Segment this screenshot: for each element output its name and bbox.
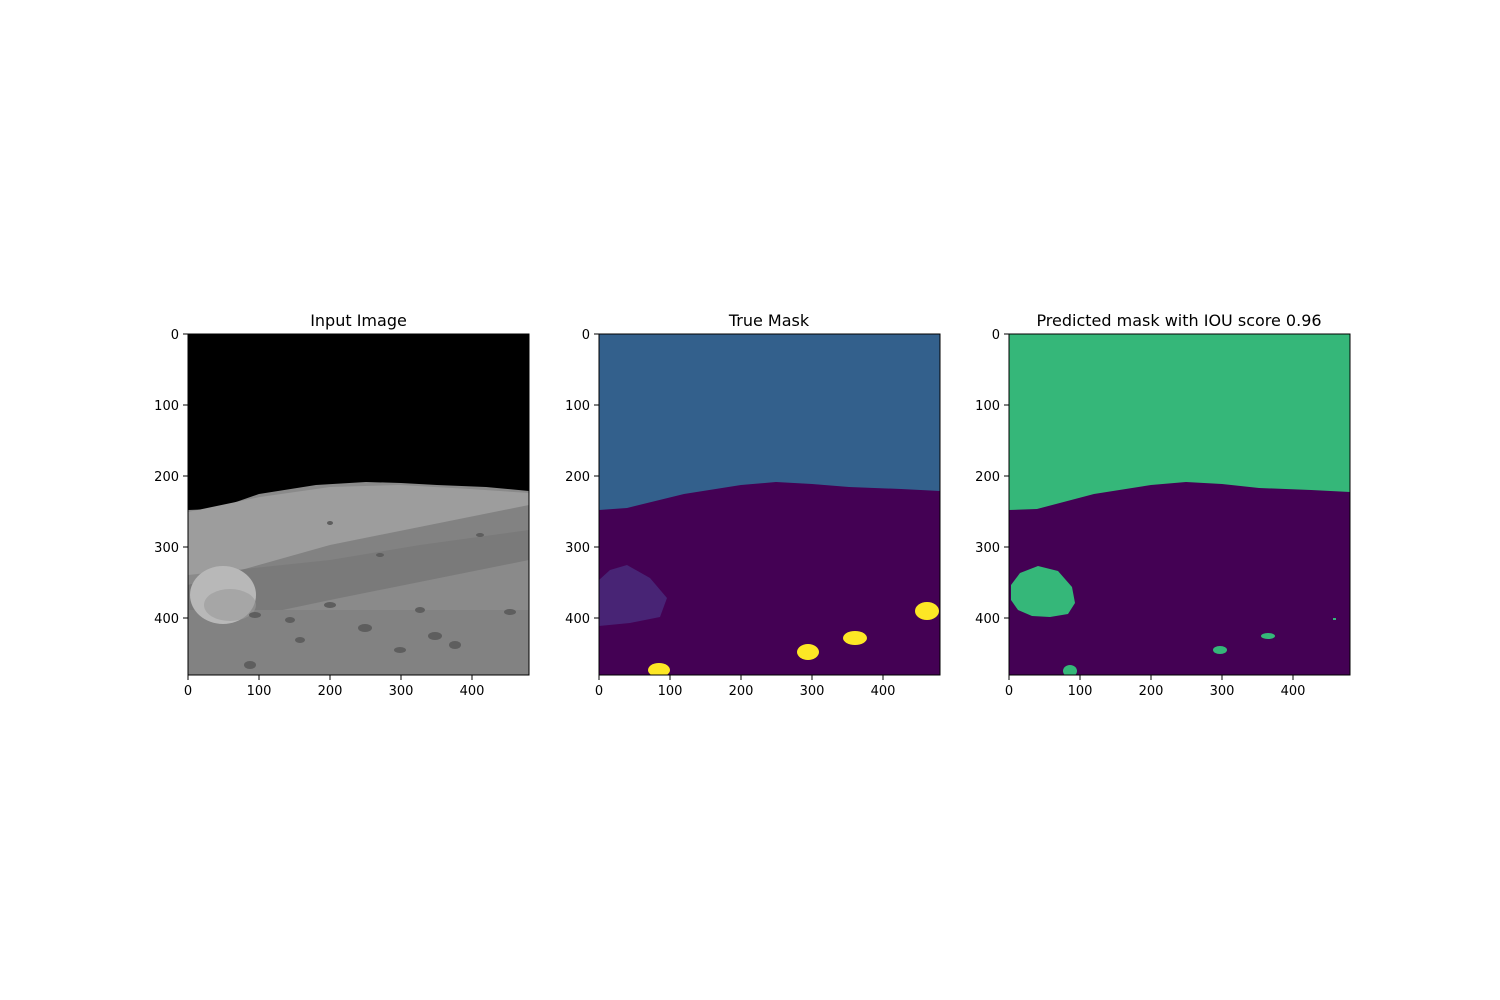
y-tick-label: 100 [154,399,179,414]
x-tick-label: 400 [1281,684,1306,699]
sky-region [599,334,940,510]
panel-predicted-mask: Predicted mask with IOU score 0.96 0 100… [975,311,1351,699]
small-rock-region [915,602,939,620]
predicted-rock-region [1333,618,1336,620]
x-tick-label: 200 [1139,684,1164,699]
sky-region [1009,334,1350,510]
y-axis-ticks: 0 100 200 300 400 [154,328,188,627]
x-tick-label: 300 [389,684,414,699]
y-tick-label: 400 [975,612,1000,627]
y-tick-label: 0 [171,328,179,343]
small-rock-region [648,663,670,675]
x-tick-label: 100 [658,684,683,699]
x-tick-label: 400 [871,684,896,699]
y-tick-label: 200 [565,470,590,485]
x-tick-label: 300 [1210,684,1235,699]
x-tick-label: 300 [800,684,825,699]
axes-frame [187,333,530,676]
y-tick-label: 300 [154,541,179,556]
predicted-rock-region [1063,665,1077,675]
panel-title: Input Image [310,311,407,330]
pebbles [244,521,516,669]
x-tick-label: 100 [247,684,272,699]
predicted-mask-image [1009,334,1350,675]
axes-frame [1008,333,1351,676]
input-image [188,334,529,675]
predicted-rock-region [1011,566,1075,617]
y-axis-ticks: 0 100 200 300 400 [565,328,599,627]
predicted-rock-region [1213,646,1227,654]
y-tick-label: 100 [565,399,590,414]
y-tick-label: 0 [992,328,1000,343]
large-rock-region [599,565,667,626]
x-tick-label: 0 [595,684,603,699]
x-axis-ticks: 0 100 200 300 400 [1005,675,1306,699]
y-axis-ticks: 0 100 200 300 400 [975,328,1009,627]
x-tick-label: 200 [729,684,754,699]
panel-input-image: Input Image 0 100 200 300 [154,311,530,699]
y-tick-label: 200 [154,470,179,485]
far-hill [188,485,529,575]
x-axis-ticks: 0 100 200 300 400 [595,675,896,699]
y-tick-label: 0 [582,328,590,343]
y-tick-label: 400 [565,612,590,627]
x-tick-label: 0 [184,684,192,699]
small-rock-region [797,644,819,660]
y-tick-label: 200 [975,470,1000,485]
x-tick-label: 200 [318,684,343,699]
axes-frame [598,333,941,676]
boulder-shadow [204,589,256,621]
y-tick-label: 300 [975,541,1000,556]
predicted-rock-region [1261,633,1275,639]
y-tick-label: 400 [154,612,179,627]
panel-title: True Mask [728,311,810,330]
y-tick-label: 100 [975,399,1000,414]
slope-band [188,505,529,630]
y-tick-label: 300 [565,541,590,556]
panel-true-mask: True Mask 0 100 200 300 400 0 100 200 30… [565,311,941,699]
small-rock-region [843,631,867,645]
x-axis-ticks: 0 100 200 300 400 [184,675,485,699]
panel-title: Predicted mask with IOU score 0.96 [1036,311,1321,330]
true-mask-image [599,334,940,675]
x-tick-label: 400 [460,684,485,699]
x-tick-label: 0 [1005,684,1013,699]
x-tick-label: 100 [1068,684,1093,699]
